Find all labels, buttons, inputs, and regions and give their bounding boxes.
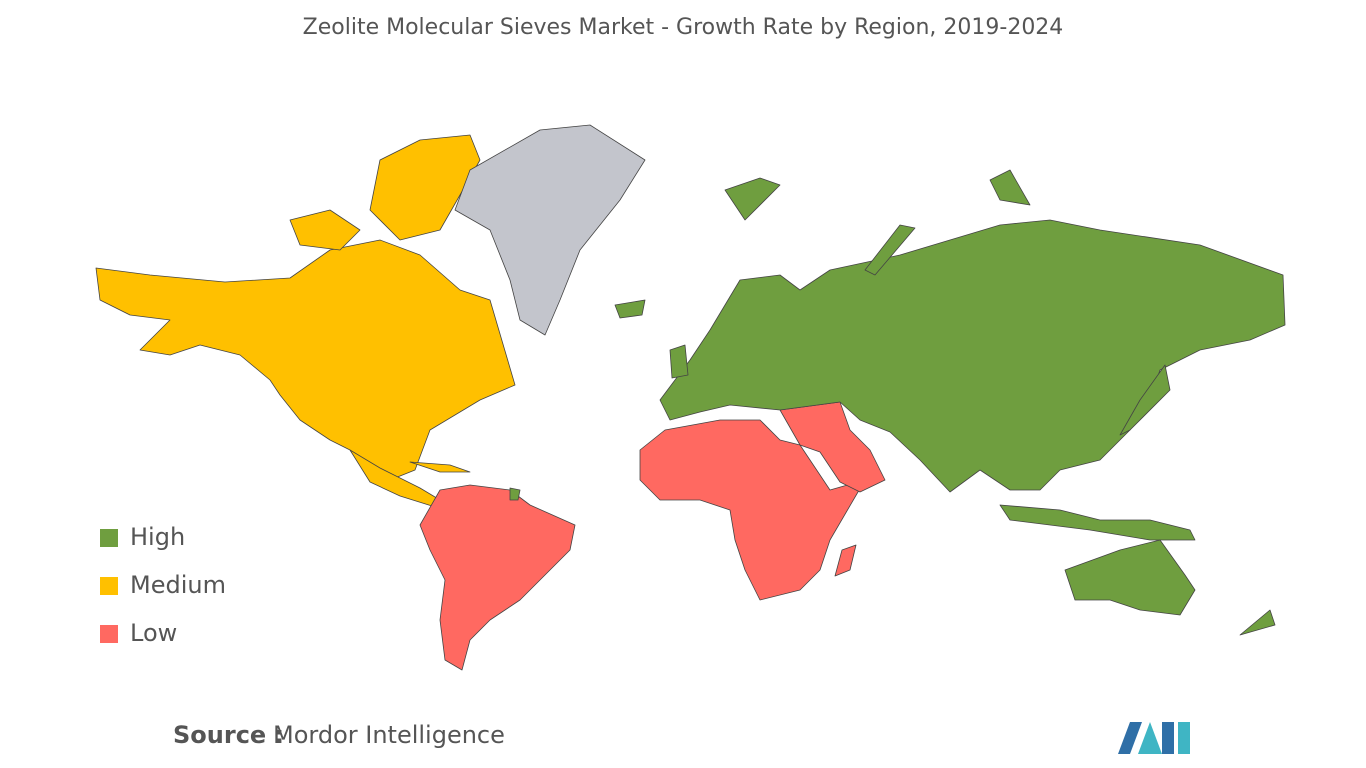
- north-america: [95, 239, 516, 479]
- legend: High Medium Low: [100, 523, 226, 647]
- indonesia: [999, 504, 1196, 541]
- south-america: [419, 484, 576, 671]
- japan: [1119, 364, 1171, 436]
- legend-swatch: [100, 625, 118, 643]
- siberian-islands: [864, 224, 916, 276]
- middle-east: [779, 401, 886, 493]
- logo-part: [1178, 722, 1190, 754]
- new-zealand: [1239, 609, 1276, 636]
- source-text: Mordor Intelligence: [273, 721, 505, 749]
- world-map: [95, 124, 1286, 671]
- logo-part: [1138, 722, 1162, 754]
- arctic-islands-west: [289, 209, 361, 251]
- legend-label: High: [130, 523, 185, 551]
- arctic-islands: [369, 134, 481, 241]
- svalbard: [724, 177, 781, 221]
- map-title: Zeolite Molecular Sieves Market - Growth…: [303, 15, 1064, 40]
- africa: [639, 419, 866, 601]
- legend-swatch: [100, 577, 118, 595]
- logo-part: [1118, 722, 1142, 754]
- caribbean: [409, 461, 471, 473]
- logo-part: [1162, 722, 1174, 754]
- novaya-zemlya: [989, 169, 1031, 206]
- legend-label: Low: [130, 619, 177, 647]
- source-label: Source :: [173, 721, 284, 749]
- greenland: [454, 124, 646, 336]
- iceland: [614, 299, 646, 319]
- britain: [669, 344, 689, 379]
- legend-swatch: [100, 529, 118, 547]
- french-guiana: [509, 487, 521, 501]
- logo: [1118, 722, 1190, 754]
- australia: [1064, 539, 1196, 616]
- madagascar: [834, 544, 857, 577]
- legend-label: Medium: [130, 571, 226, 599]
